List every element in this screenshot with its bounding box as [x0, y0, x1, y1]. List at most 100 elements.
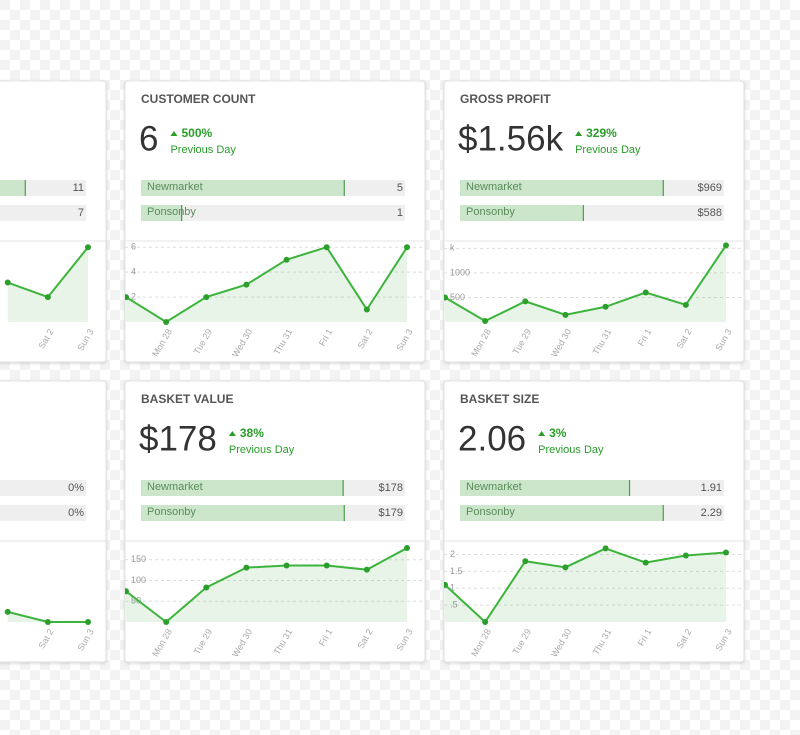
area — [445, 245, 726, 322]
up-arrow — [228, 431, 236, 436]
point — [404, 244, 410, 251]
metric-value: $178 — [139, 419, 217, 458]
change-label: Previous Day — [229, 444, 295, 456]
point — [363, 306, 370, 313]
card-body: BASKET VALUE $178 38% Previous Day Newmarket… — [125, 392, 425, 659]
card-title: BASKET SIZE — [460, 392, 539, 406]
card: GROSS PROFIT $1.56k 329% Previous Day Newmar… — [443, 80, 745, 363]
point — [682, 301, 689, 308]
area — [126, 548, 407, 622]
row-value: 1.91 — [701, 482, 722, 494]
point — [522, 558, 529, 565]
card: BASKET SIZE 2.06 3% Previous Day Newmarket 1.… — [443, 380, 745, 663]
row-value: $179 — [379, 507, 403, 519]
y-tick-label: .5 — [450, 600, 458, 610]
point — [723, 242, 729, 249]
row-bar — [460, 205, 584, 221]
line — [444, 244, 727, 323]
point — [203, 584, 210, 591]
point — [562, 311, 569, 318]
change-value: 329% — [586, 126, 617, 140]
row-value: 5 — [397, 182, 403, 194]
row-bar — [460, 180, 664, 196]
y-tick-label: 1.5 — [450, 566, 463, 576]
up-arrow — [538, 431, 546, 436]
point — [163, 319, 170, 325]
point — [44, 619, 51, 625]
area — [445, 548, 726, 622]
change-value: 500% — [181, 126, 212, 140]
line — [125, 246, 408, 324]
point — [243, 564, 250, 571]
point — [444, 294, 448, 301]
point — [323, 562, 330, 569]
point — [642, 289, 649, 296]
card-body: BASKET SIZE 2.06 3% Previous Day Newmarket 1.… — [444, 392, 744, 659]
point — [243, 281, 250, 288]
point — [163, 619, 170, 625]
point — [642, 559, 649, 566]
metric-value: $1.56k — [458, 119, 564, 158]
card: BASKET VALUE $178 38% Previous Day Newmarket… — [124, 380, 426, 663]
y-tick-label: 1000 — [450, 267, 470, 277]
point — [602, 303, 609, 310]
row-track — [0, 505, 86, 521]
y-tick-label: 6 — [131, 242, 136, 252]
point — [85, 244, 91, 251]
row-name: Ponsonby — [466, 206, 515, 218]
row-name: Newmarket — [147, 481, 203, 493]
row-bar — [141, 205, 182, 221]
card-bg — [443, 380, 745, 663]
row-bar — [460, 505, 664, 521]
point — [283, 562, 290, 569]
row-value: $969 — [698, 182, 722, 194]
card: 0%0%Sat 2 Sun 3 — [0, 380, 107, 663]
point — [444, 581, 448, 588]
y-tick-label: 500 — [450, 292, 465, 302]
card-title: CUSTOMER COUNT — [141, 92, 256, 106]
point — [203, 294, 210, 301]
point — [482, 318, 489, 325]
point — [4, 279, 11, 286]
point — [125, 294, 129, 301]
change-label: Previous Day — [538, 444, 604, 456]
row-name: Newmarket — [147, 181, 203, 193]
card-bg — [124, 80, 426, 363]
row-bar — [141, 505, 345, 521]
point — [85, 619, 91, 625]
row-value: 1 — [397, 207, 403, 219]
line — [444, 547, 727, 624]
y-tick-label: 4 — [131, 267, 136, 277]
point — [682, 552, 689, 559]
point — [323, 244, 330, 251]
y-tick-label: 1 — [450, 583, 455, 593]
point — [522, 298, 529, 305]
row-name: Ponsonby — [147, 206, 196, 218]
row-track — [0, 480, 86, 496]
row-bar — [0, 180, 26, 196]
point — [44, 294, 51, 301]
card-bg — [0, 380, 107, 663]
card-title: GROSS PROFIT — [460, 92, 551, 106]
change-label: Previous Day — [575, 144, 641, 156]
row-track — [0, 205, 86, 221]
up-arrow — [170, 131, 178, 136]
row-bar — [141, 480, 344, 496]
area — [7, 611, 88, 622]
point — [363, 566, 370, 573]
change-label: Previous Day — [170, 144, 236, 156]
y-tick-label: 150 — [131, 554, 146, 564]
change-value: 38% — [240, 426, 264, 440]
card: CUSTOMER COUNT 6 500% Previous Day Newmarket… — [124, 80, 426, 363]
row-value: 2.29 — [701, 507, 722, 519]
point — [602, 545, 609, 552]
row-name: Newmarket — [466, 481, 522, 493]
metric-value: 6 — [139, 119, 158, 158]
card-bg — [443, 80, 745, 363]
row-bar — [141, 180, 345, 196]
point — [404, 545, 410, 552]
row-value: $178 — [379, 482, 403, 494]
